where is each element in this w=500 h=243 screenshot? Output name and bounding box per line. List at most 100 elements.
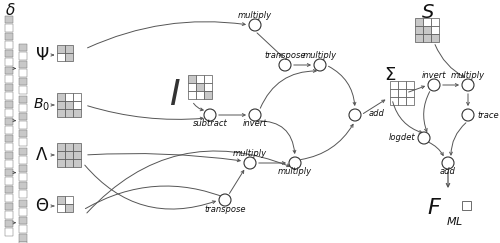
- Bar: [423, 34, 431, 42]
- Bar: [19, 96, 26, 104]
- Bar: [19, 69, 26, 77]
- Bar: [57, 159, 65, 167]
- Bar: [65, 159, 73, 167]
- Bar: [5, 118, 12, 125]
- Bar: [73, 143, 81, 151]
- Text: $\Psi$: $\Psi$: [35, 46, 49, 64]
- Bar: [57, 196, 65, 204]
- Circle shape: [314, 59, 326, 71]
- Bar: [406, 89, 414, 97]
- Bar: [398, 81, 406, 89]
- Bar: [415, 34, 423, 42]
- Bar: [188, 75, 196, 83]
- Bar: [390, 89, 398, 97]
- Bar: [5, 109, 12, 117]
- Text: $S$: $S$: [421, 3, 435, 23]
- Bar: [5, 228, 12, 236]
- Text: $I$: $I$: [169, 78, 181, 112]
- Text: add: add: [440, 167, 456, 176]
- Bar: [65, 93, 73, 101]
- Bar: [57, 204, 65, 212]
- Bar: [19, 165, 26, 173]
- Circle shape: [249, 109, 261, 121]
- Bar: [19, 44, 26, 52]
- Bar: [5, 135, 12, 142]
- Bar: [431, 26, 439, 34]
- Bar: [57, 101, 65, 109]
- Bar: [19, 130, 26, 138]
- Bar: [5, 203, 12, 210]
- Circle shape: [462, 79, 474, 91]
- Text: $\Sigma$: $\Sigma$: [384, 66, 396, 84]
- Bar: [431, 34, 439, 42]
- Bar: [462, 201, 471, 210]
- Text: $\delta$: $\delta$: [4, 2, 16, 18]
- Bar: [5, 84, 12, 92]
- Bar: [5, 24, 12, 32]
- Bar: [19, 182, 26, 190]
- Text: logdet: logdet: [388, 133, 415, 142]
- Text: multiply: multiply: [451, 71, 485, 80]
- Text: add: add: [369, 109, 385, 118]
- Bar: [5, 101, 12, 109]
- Circle shape: [428, 79, 440, 91]
- Text: multiply: multiply: [238, 11, 272, 20]
- Bar: [5, 186, 12, 193]
- Circle shape: [249, 19, 261, 31]
- Bar: [65, 45, 73, 53]
- Bar: [19, 200, 26, 208]
- Bar: [398, 97, 406, 105]
- Circle shape: [279, 59, 291, 71]
- Bar: [415, 26, 423, 34]
- Text: $ML$: $ML$: [446, 215, 464, 227]
- Bar: [390, 97, 398, 105]
- Bar: [415, 18, 423, 26]
- Bar: [188, 91, 196, 99]
- Circle shape: [219, 194, 231, 206]
- Bar: [204, 91, 212, 99]
- Bar: [5, 75, 12, 83]
- Bar: [196, 75, 204, 83]
- Bar: [57, 109, 65, 117]
- Circle shape: [462, 109, 474, 121]
- Bar: [19, 78, 26, 86]
- Bar: [19, 234, 26, 242]
- Bar: [204, 83, 212, 91]
- Bar: [73, 109, 81, 117]
- Bar: [431, 18, 439, 26]
- Bar: [398, 89, 406, 97]
- Bar: [196, 91, 204, 99]
- Text: trace: trace: [477, 111, 498, 120]
- Bar: [57, 45, 65, 53]
- Text: subtract: subtract: [192, 120, 228, 129]
- Bar: [19, 173, 26, 181]
- Bar: [19, 208, 26, 216]
- Text: $\Theta$: $\Theta$: [35, 197, 49, 215]
- Text: multiply: multiply: [303, 52, 337, 61]
- Bar: [5, 152, 12, 159]
- Bar: [73, 151, 81, 159]
- Bar: [19, 148, 26, 156]
- Bar: [65, 204, 73, 212]
- Text: $F$: $F$: [428, 198, 442, 218]
- Bar: [5, 67, 12, 75]
- Bar: [57, 151, 65, 159]
- Circle shape: [349, 109, 361, 121]
- Bar: [19, 86, 26, 94]
- Circle shape: [244, 157, 256, 169]
- Bar: [5, 16, 12, 24]
- Bar: [57, 53, 65, 61]
- Bar: [5, 220, 12, 227]
- Bar: [19, 138, 26, 146]
- Bar: [5, 143, 12, 151]
- Bar: [65, 143, 73, 151]
- Bar: [19, 104, 26, 112]
- Bar: [19, 242, 26, 243]
- Bar: [5, 177, 12, 185]
- Bar: [406, 81, 414, 89]
- Bar: [5, 194, 12, 202]
- Bar: [5, 92, 12, 100]
- Bar: [65, 53, 73, 61]
- Text: invert: invert: [243, 120, 267, 129]
- Circle shape: [442, 157, 454, 169]
